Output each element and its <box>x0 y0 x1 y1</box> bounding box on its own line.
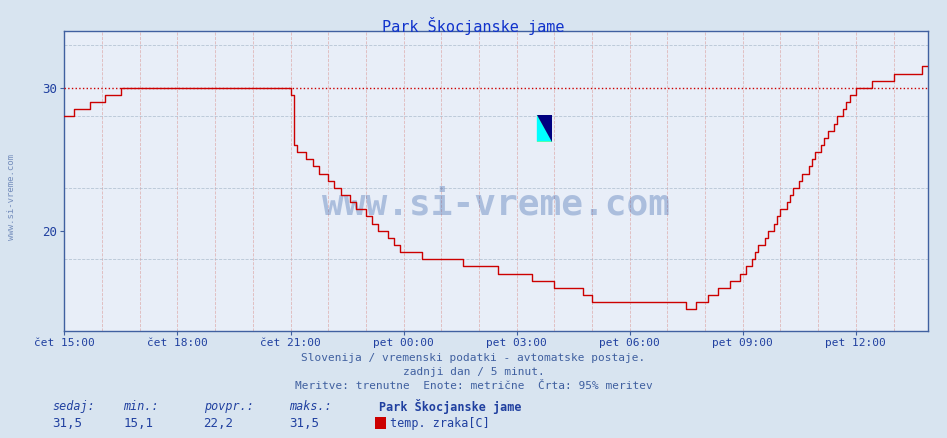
Text: Park Škocjanske jame: Park Škocjanske jame <box>383 17 564 35</box>
Text: povpr.:: povpr.: <box>204 400 254 413</box>
Text: temp. zraka[C]: temp. zraka[C] <box>390 417 490 431</box>
Text: 31,5: 31,5 <box>289 417 319 431</box>
Polygon shape <box>537 115 552 141</box>
Text: 22,2: 22,2 <box>204 417 234 431</box>
Polygon shape <box>537 115 552 141</box>
Text: min.:: min.: <box>123 400 159 413</box>
Text: sedaj:: sedaj: <box>52 400 95 413</box>
Text: Meritve: trenutne  Enote: metrične  Črta: 95% meritev: Meritve: trenutne Enote: metrične Črta: … <box>295 381 652 391</box>
FancyBboxPatch shape <box>537 115 552 141</box>
Text: zadnji dan / 5 minut.: zadnji dan / 5 minut. <box>402 367 545 377</box>
Text: www.si-vreme.com: www.si-vreme.com <box>7 154 16 240</box>
Text: 15,1: 15,1 <box>123 417 153 431</box>
Text: Slovenija / vremenski podatki - avtomatske postaje.: Slovenija / vremenski podatki - avtomats… <box>301 353 646 363</box>
Text: Park Škocjanske jame: Park Škocjanske jame <box>379 399 521 414</box>
Text: 31,5: 31,5 <box>52 417 82 431</box>
Text: www.si-vreme.com: www.si-vreme.com <box>322 187 670 222</box>
Text: maks.:: maks.: <box>289 400 331 413</box>
